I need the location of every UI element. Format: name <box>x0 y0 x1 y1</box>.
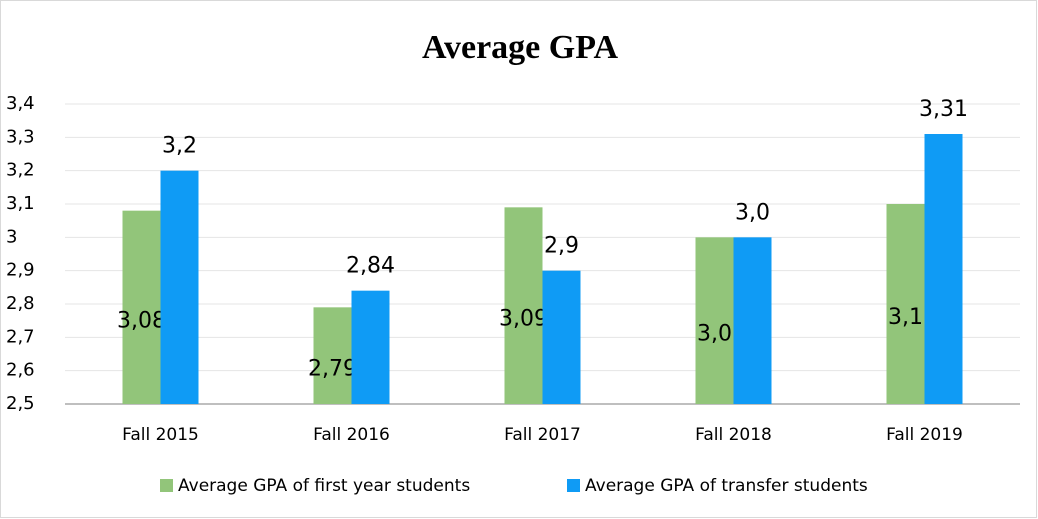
y-tick-label: 2,6 <box>6 360 35 381</box>
y-tick-label: 3,1 <box>6 193 35 214</box>
bar <box>122 210 161 404</box>
data-label: 2,79 <box>308 357 357 382</box>
legend-label: Average GPA of transfer students <box>585 476 868 496</box>
data-label: 2,84 <box>346 254 395 279</box>
data-label: 3,1 <box>888 305 923 330</box>
x-tick-label: Fall 2017 <box>504 425 581 445</box>
x-tick-label: Fall 2015 <box>122 425 199 445</box>
y-tick-label: 3 <box>6 226 17 247</box>
data-label: 3,0 <box>697 322 732 347</box>
y-tick-label: 2,5 <box>6 393 35 414</box>
x-tick-label: Fall 2016 <box>313 425 390 445</box>
x-tick-label: Fall 2018 <box>695 425 772 445</box>
data-label: 3,0 <box>735 200 770 225</box>
bar <box>160 170 199 404</box>
legend-swatch <box>160 479 173 492</box>
y-tick-label: 2,7 <box>6 326 35 347</box>
y-tick-label: 3,2 <box>6 160 35 181</box>
bar <box>313 307 352 404</box>
bar <box>695 237 734 404</box>
bar <box>886 204 925 404</box>
bar <box>542 270 581 404</box>
data-label: 3,08 <box>117 308 166 333</box>
y-tick-label: 2,8 <box>6 293 35 314</box>
legend-swatch <box>567 479 580 492</box>
bar <box>504 207 543 404</box>
bar <box>733 237 772 404</box>
data-label: 2,9 <box>544 234 579 259</box>
bar <box>924 134 963 404</box>
data-label: 3,31 <box>919 97 968 122</box>
chart-title: Average GPA <box>422 29 618 66</box>
legend-label: Average GPA of first year students <box>178 476 470 496</box>
y-tick-label: 3,3 <box>6 126 35 147</box>
x-tick-label: Fall 2019 <box>886 425 963 445</box>
bar <box>351 290 390 404</box>
data-label: 3,2 <box>162 134 197 159</box>
data-label: 3,09 <box>499 307 548 332</box>
y-tick-label: 3,4 <box>6 93 35 114</box>
y-tick-label: 2,9 <box>6 260 35 281</box>
